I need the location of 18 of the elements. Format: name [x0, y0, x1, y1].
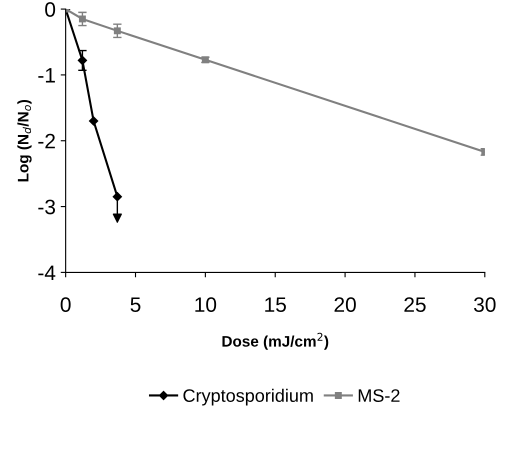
y-tick-label: -4: [38, 266, 56, 280]
x-tick-label: 5: [130, 297, 140, 312]
x-tick-label: 10: [195, 297, 216, 312]
point: [112, 192, 122, 202]
y-axis-title: Log (N$_{d}$/N$_{o}$): [17, 100, 32, 182]
y-tick-label: -2: [38, 134, 55, 148]
x-tick-label: 0: [60, 297, 71, 312]
x-tick-label: 20: [334, 297, 356, 312]
x-axis-title: Dose (mJ/cm$^{2}$): [222, 332, 328, 350]
x-tick-label: 25: [404, 297, 426, 312]
x-tick-label: 15: [265, 297, 286, 312]
legend-label: MS-2: [358, 389, 400, 402]
point: [88, 116, 98, 126]
y-tick-label: -3: [38, 200, 56, 214]
y-tick-label: -1: [38, 68, 55, 82]
x-tick-label: 30: [474, 297, 496, 312]
legend-label: Cryptosporidium: [183, 388, 313, 406]
y-tick-label: 0: [45, 2, 56, 17]
